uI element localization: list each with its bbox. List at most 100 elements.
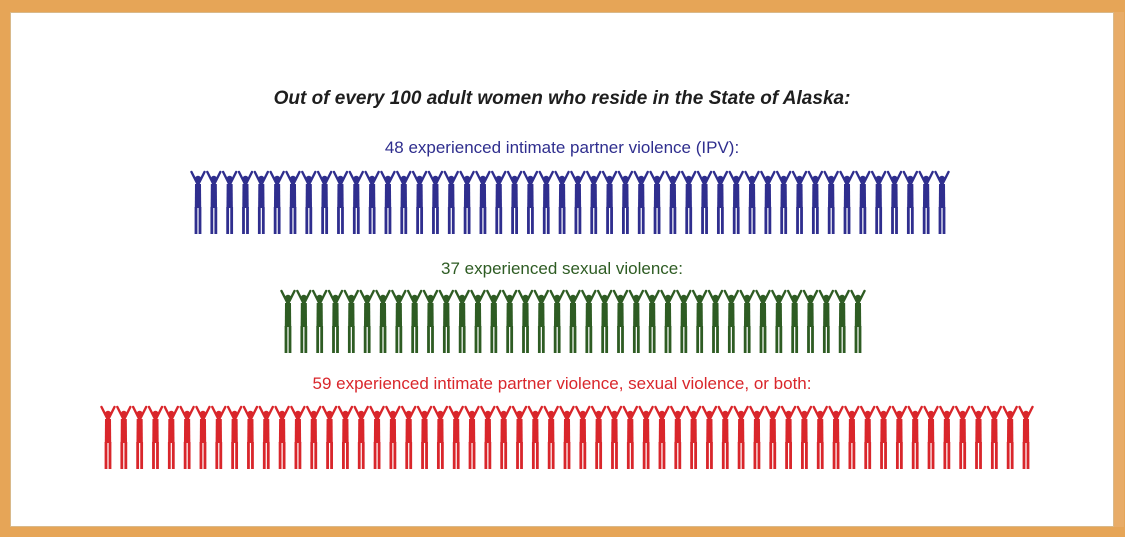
- person-icon: [258, 405, 274, 469]
- person-icon: [749, 405, 765, 469]
- person-icon: [786, 289, 803, 353]
- person-icon: [491, 170, 507, 234]
- person-icon: [163, 405, 180, 469]
- person-icon: [495, 405, 512, 469]
- person-icon: [596, 289, 613, 353]
- person-icon: [701, 405, 718, 469]
- person-icon: [902, 170, 919, 234]
- person-icon: [649, 170, 665, 234]
- person-icon: [954, 405, 971, 469]
- person-icon: [211, 405, 227, 469]
- ipv-figure-row: [190, 170, 950, 234]
- person-icon: [850, 289, 866, 353]
- person-icon: [280, 289, 296, 353]
- person-icon: [375, 289, 391, 353]
- person-icon: [396, 170, 412, 234]
- person-icon: [860, 405, 876, 469]
- person-icon: [422, 289, 439, 353]
- person-icon: [755, 289, 771, 353]
- person-icon: [728, 170, 744, 234]
- person-icon: [147, 405, 164, 469]
- person-icon: [448, 405, 464, 469]
- person-icon: [311, 289, 328, 353]
- person-icon: [660, 289, 676, 353]
- person-icon: [886, 170, 903, 234]
- person-icon: [570, 170, 586, 234]
- person-icon: [796, 405, 813, 469]
- person-icon: [644, 289, 660, 353]
- person-icon: [581, 289, 597, 353]
- sexual-violence-label: 37 experienced sexual violence:: [441, 259, 683, 278]
- person-icon: [470, 289, 486, 353]
- person-icon: [527, 405, 544, 469]
- person-icon: [1018, 405, 1034, 469]
- person-icon: [538, 170, 554, 234]
- person-icon: [696, 170, 713, 234]
- person-icon: [612, 289, 629, 353]
- person-icon: [834, 289, 850, 353]
- person-icon: [717, 405, 733, 469]
- either-figure-row: [100, 405, 1034, 469]
- person-icon: [554, 170, 570, 234]
- person-icon: [771, 289, 787, 353]
- person-icon: [891, 405, 908, 469]
- person-icon: [100, 405, 116, 469]
- person-icon: [359, 289, 375, 353]
- person-icon: [522, 170, 539, 234]
- person-icon: [486, 289, 502, 353]
- person-icon: [454, 289, 470, 353]
- person-icon: [601, 170, 618, 234]
- person-icon: [802, 289, 819, 353]
- person-icon: [242, 405, 259, 469]
- person-icon: [459, 170, 475, 234]
- person-icon: [654, 405, 670, 469]
- person-icon: [253, 170, 270, 234]
- person-icon: [744, 170, 760, 234]
- person-icon: [306, 405, 322, 469]
- person-icon: [1002, 405, 1018, 469]
- person-icon: [406, 289, 423, 353]
- person-icon: [685, 405, 702, 469]
- person-icon: [823, 170, 839, 234]
- person-icon: [321, 405, 338, 469]
- ipv-label: 48 experienced intimate partner violence…: [384, 138, 740, 157]
- person-icon: [543, 405, 559, 469]
- person-icon: [131, 405, 148, 469]
- person-icon: [296, 289, 312, 353]
- person-icon: [348, 170, 364, 234]
- person-icon: [723, 289, 740, 353]
- person-icon: [565, 289, 581, 353]
- person-icon: [760, 170, 776, 234]
- person-icon: [179, 405, 195, 469]
- person-icon: [707, 289, 724, 353]
- person-icon: [818, 289, 835, 353]
- person-icon: [712, 170, 729, 234]
- person-icon: [939, 405, 955, 469]
- person-icon: [364, 170, 380, 234]
- person-icon: [606, 405, 623, 469]
- person-icon: [391, 289, 407, 353]
- person-icon: [828, 405, 844, 469]
- person-icon: [385, 405, 401, 469]
- person-icon: [812, 405, 828, 469]
- person-icon: [586, 170, 602, 234]
- person-icon: [511, 405, 528, 469]
- person-icon: [301, 170, 317, 234]
- right-border: [1114, 12, 1124, 527]
- person-icon: [923, 405, 939, 469]
- person-icon: [549, 289, 565, 353]
- person-icon: [285, 170, 301, 234]
- person-icon: [274, 405, 290, 469]
- person-icon: [617, 170, 634, 234]
- person-icon: [116, 405, 132, 469]
- person-icon: [681, 170, 697, 234]
- person-icon: [416, 405, 433, 469]
- person-icon: [221, 170, 238, 234]
- person-icon: [517, 289, 534, 353]
- person-icon: [934, 170, 950, 234]
- person-icon: [337, 405, 354, 469]
- person-icon: [807, 170, 824, 234]
- person-icon: [676, 289, 692, 353]
- person-icon: [480, 405, 496, 469]
- person-icon: [791, 170, 808, 234]
